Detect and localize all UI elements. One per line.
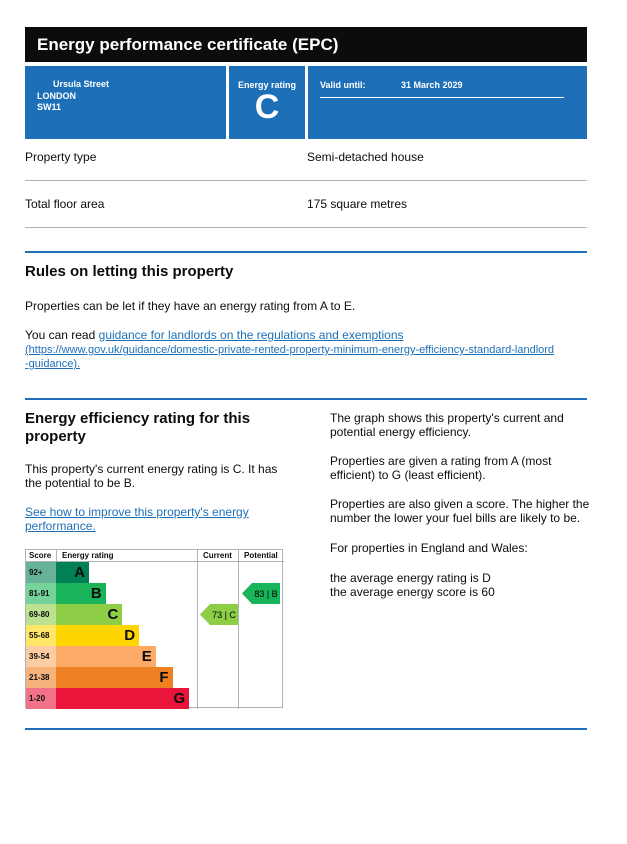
address-line: Ursula Street <box>53 79 110 89</box>
column-header: Energy rating <box>62 551 114 560</box>
score-cell: 1-20 <box>26 688 56 709</box>
column-header: Current <box>203 551 232 560</box>
link[interactable]: See how to improve this property's energ… <box>25 505 249 533</box>
column-header: Score <box>29 551 52 560</box>
paragraph: Properties are given a rating from A (mo… <box>330 454 552 482</box>
rating-box: Energy rating C <box>229 66 305 139</box>
valid-date: 31 March 2029 <box>401 80 463 90</box>
score-cell: 81-91 <box>26 583 56 604</box>
score-cell: 69-80 <box>26 604 56 625</box>
divider <box>25 180 587 181</box>
text: You can read <box>25 328 96 342</box>
row-label: Property type <box>25 150 97 164</box>
score-cell: 21-38 <box>26 667 56 688</box>
current-arrow: 73 | C <box>200 604 238 625</box>
epc-graph: Score Energy rating Current Potential 73… <box>25 549 284 709</box>
row-label: Total floor area <box>25 197 105 211</box>
section-heading: Rules on letting this property <box>25 263 234 280</box>
divider <box>197 550 198 709</box>
paragraph: Properties can be let if they have an en… <box>25 299 356 313</box>
rating-letter: C <box>254 88 280 126</box>
section-heading: Energy efficiency rating for this proper… <box>25 410 251 445</box>
divider <box>56 550 57 562</box>
divider <box>320 97 564 98</box>
link-url[interactable]: (https://www.gov.uk/guidance/domestic-pr… <box>25 344 555 370</box>
score-cell: 55-68 <box>26 625 56 646</box>
current-rating: 73 | C <box>212 610 236 620</box>
section-rule <box>25 398 587 400</box>
divider <box>238 550 239 709</box>
divider <box>25 227 587 228</box>
band-bar: C <box>56 604 123 625</box>
valid-label: Valid until: <box>320 80 366 90</box>
page-title: Energy performance certificate (EPC) <box>37 35 339 54</box>
graph-header <box>26 550 284 562</box>
row-value: Semi-detached house <box>307 150 424 164</box>
band-bar: A <box>56 562 89 583</box>
potential-rating: 83 | B <box>254 589 277 599</box>
paragraph: the average energy rating is D <box>330 571 491 585</box>
score-cell: 39-54 <box>26 646 56 667</box>
validity-box: Valid until: 31 March 2029 <box>308 66 587 139</box>
paragraph: The graph shows this property's current … <box>330 411 564 439</box>
score-cell: 92+ <box>26 562 56 583</box>
band-bar: B <box>56 583 106 604</box>
section-rule <box>25 251 587 253</box>
arrow-shape <box>242 583 280 604</box>
paragraph: This property's current energy rating is… <box>25 462 278 490</box>
paragraph: Properties are also given a score. The h… <box>330 497 590 525</box>
band-bar: E <box>56 646 156 667</box>
header-bar: Energy performance certificate (EPC) <box>25 27 587 62</box>
arrow-shape <box>200 604 238 625</box>
band-bar: G <box>56 688 190 709</box>
address-line: SW11 <box>37 102 62 112</box>
band-bar: D <box>56 625 140 646</box>
link[interactable]: guidance for landlords on the regulation… <box>98 328 404 342</box>
paragraph: You can read guidance for landlords on t… <box>25 328 565 342</box>
rating-label: Energy rating <box>237 80 296 90</box>
address-line: LONDON <box>37 91 76 101</box>
potential-arrow: 83 | B <box>242 583 280 604</box>
section-rule <box>25 728 587 730</box>
band-bar: F <box>56 667 173 688</box>
address-box: Ursula Street LONDON SW11 <box>25 66 226 139</box>
paragraph: For properties in England and Wales: <box>330 541 528 555</box>
column-header: Potential <box>244 551 278 560</box>
paragraph: the average energy score is 60 <box>330 585 495 599</box>
row-value: 175 square metres <box>307 197 408 211</box>
